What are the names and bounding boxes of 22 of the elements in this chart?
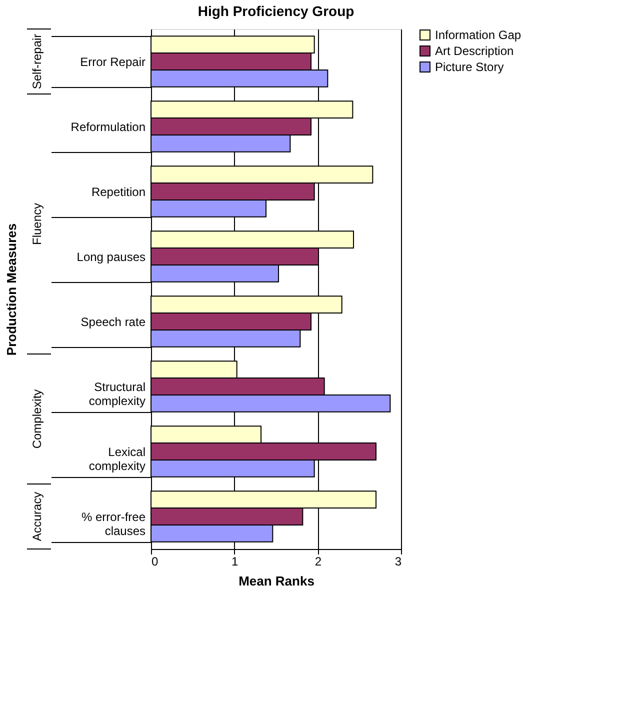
text: Accuracy — [30, 492, 44, 542]
y-tick-label: Lexical complexity — [88, 445, 146, 473]
x-tick-label: 1 — [231, 554, 238, 568]
text: Fluency — [30, 202, 44, 246]
y-tick-label: Reformulation — [70, 120, 146, 134]
text: Complexity — [30, 389, 44, 449]
legend-label: Picture Story — [435, 60, 504, 74]
x-tick-label: 2 — [314, 554, 322, 568]
y-axis-title: Production Measures — [4, 223, 19, 356]
x-axis-title: Mean Ranks — [238, 574, 314, 588]
y-tick-label: Repetition — [91, 185, 146, 199]
x-tick-label: 3 — [394, 554, 402, 568]
chart-title: High Proficiency Group — [198, 3, 354, 19]
y-tick-label: Error Repair — [80, 55, 146, 69]
y-tick-label: % error-free clauses — [81, 510, 146, 538]
y-tick-label: Long pauses — [76, 250, 146, 264]
y-tick-label: Speech rate — [80, 315, 146, 329]
text: Self-repair — [30, 34, 44, 90]
x-tick-label: 0 — [152, 554, 158, 568]
legend-label: Information Gap — [435, 28, 522, 42]
y-tick-label: Structural complexity — [88, 380, 146, 408]
legend-label: Art Description — [435, 44, 514, 58]
